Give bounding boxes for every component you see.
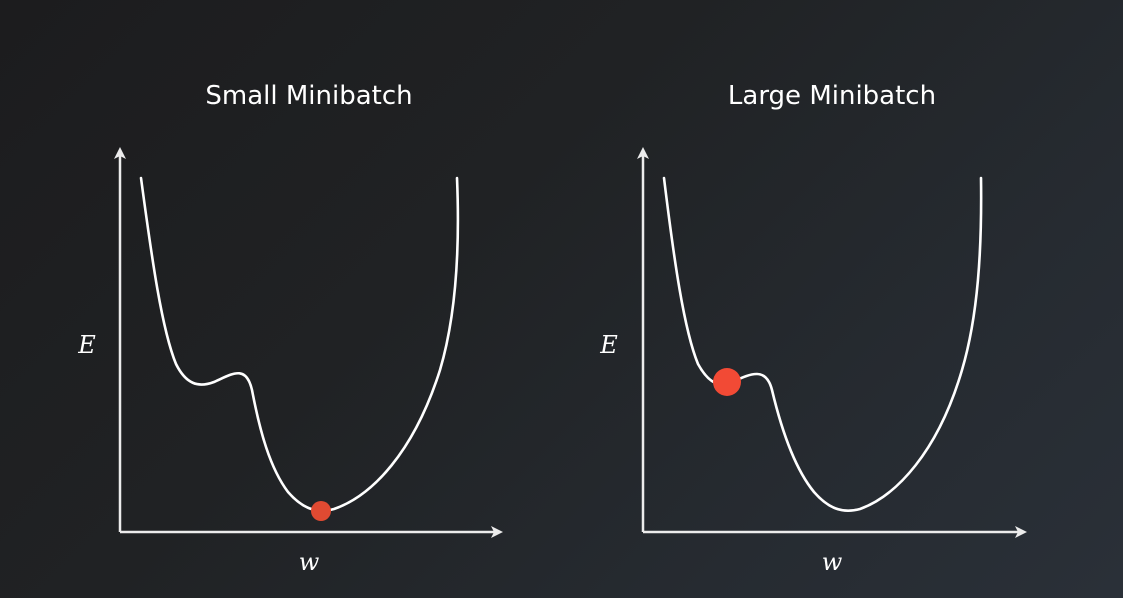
error-curve	[662, 176, 983, 513]
panel-title-large-minibatch: Large Minibatch	[728, 81, 936, 111]
panel-large-minibatch: Large Minibatch E w	[599, 81, 1027, 576]
ball-marker	[713, 368, 741, 396]
panel-title-small-minibatch: Small Minibatch	[205, 81, 412, 111]
x-axis-label: w	[822, 548, 843, 576]
panel-small-minibatch: Small Minibatch E w	[77, 81, 503, 576]
y-axis-label: E	[599, 331, 618, 359]
error-curve	[139, 176, 460, 513]
ball-marker	[311, 501, 331, 521]
x-axis-label: w	[299, 548, 320, 576]
y-axis-label: E	[77, 331, 96, 359]
